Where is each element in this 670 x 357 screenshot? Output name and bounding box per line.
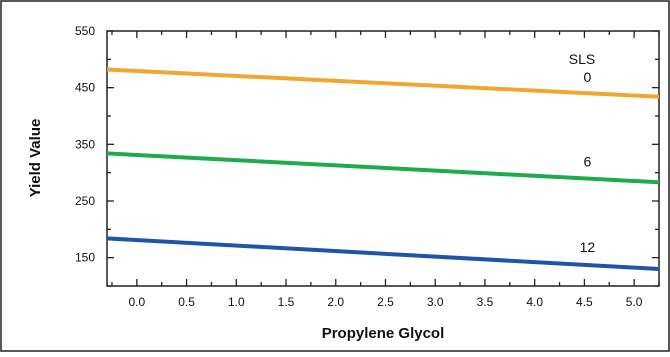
tick-marks [107, 30, 660, 287]
y-tick-label: 250 [75, 194, 95, 208]
y-tick-label: 550 [75, 24, 95, 38]
x-tick-label: 1.5 [278, 295, 295, 309]
x-tick-label: 4.0 [526, 295, 543, 309]
x-tick-label: 2.5 [377, 295, 394, 309]
y-axis-title: Yield Value [27, 119, 44, 198]
series-group [106, 67, 660, 271]
x-tick-label: 4.5 [576, 295, 593, 309]
x-tick-label: 5.0 [626, 295, 643, 309]
x-axis-title: Propylene Glycol [322, 325, 445, 342]
series-line-sls-0 [106, 67, 660, 99]
x-tick-label: 0.0 [128, 295, 145, 309]
x-tick-label: 0.5 [178, 295, 195, 309]
y-tick-label: 150 [75, 251, 95, 265]
series-line-sls-12 [106, 236, 660, 271]
legend-title: SLS [569, 51, 595, 67]
series-line-sls-6 [106, 151, 660, 185]
tick-labels: 0.0 0.5 1.0 1.5 2.0 2.5 3.0 3.5 4.0 4.5 5.0 550 450 3… [75, 24, 643, 309]
plot-area [106, 30, 660, 287]
series-label-sls-12: 12 [580, 239, 596, 255]
x-tick-label: 3.5 [477, 295, 494, 309]
series-label-sls-0: 0 [584, 69, 592, 85]
x-tick-label: 3.0 [427, 295, 444, 309]
x-tick-label: 1.0 [228, 295, 245, 309]
x-tick-label: 2.0 [327, 295, 344, 309]
series-label-sls-6: 6 [584, 153, 592, 169]
y-tick-label: 450 [75, 81, 95, 95]
y-tick-label: 350 [75, 137, 95, 151]
